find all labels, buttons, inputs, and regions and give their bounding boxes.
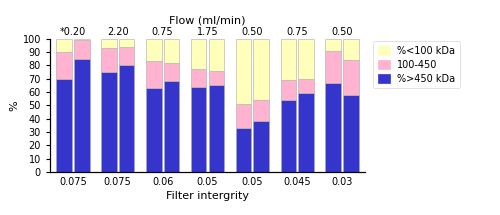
Bar <box>164 81 180 172</box>
Bar <box>343 60 359 95</box>
Bar <box>343 39 359 60</box>
Bar <box>208 39 224 71</box>
Bar <box>119 65 134 172</box>
Bar <box>191 69 206 87</box>
Bar <box>326 51 341 83</box>
Bar <box>208 85 224 172</box>
Bar <box>74 39 90 40</box>
Bar <box>74 59 90 172</box>
X-axis label: Filter intergrity: Filter intergrity <box>166 191 249 201</box>
Bar <box>236 128 252 172</box>
Bar <box>146 61 162 88</box>
X-axis label: Flow (ml/min): Flow (ml/min) <box>169 15 246 25</box>
Bar <box>119 47 134 65</box>
Bar <box>56 52 72 79</box>
Bar <box>191 87 206 172</box>
Bar <box>236 104 252 128</box>
Bar <box>56 79 72 172</box>
Bar <box>56 39 72 52</box>
Bar <box>101 72 116 172</box>
Bar <box>298 93 314 172</box>
Bar <box>280 39 296 80</box>
Bar <box>191 39 206 69</box>
Bar <box>208 71 224 85</box>
Bar <box>298 79 314 93</box>
Bar <box>146 39 162 61</box>
Bar <box>298 39 314 79</box>
Bar <box>236 39 252 104</box>
Bar <box>146 88 162 172</box>
Bar <box>254 121 269 172</box>
Bar <box>254 39 269 100</box>
Bar <box>254 100 269 121</box>
Bar <box>101 39 116 48</box>
Bar <box>280 80 296 100</box>
Bar <box>164 39 180 63</box>
Bar <box>343 95 359 172</box>
Bar <box>119 39 134 47</box>
Bar <box>280 100 296 172</box>
Legend: %<100 kDa, 100-450, %>450 kDa: %<100 kDa, 100-450, %>450 kDa <box>373 41 460 88</box>
Bar <box>74 40 90 59</box>
Y-axis label: %: % <box>10 100 20 111</box>
Bar <box>326 83 341 172</box>
Bar <box>164 63 180 81</box>
Bar <box>101 48 116 72</box>
Bar <box>326 39 341 51</box>
